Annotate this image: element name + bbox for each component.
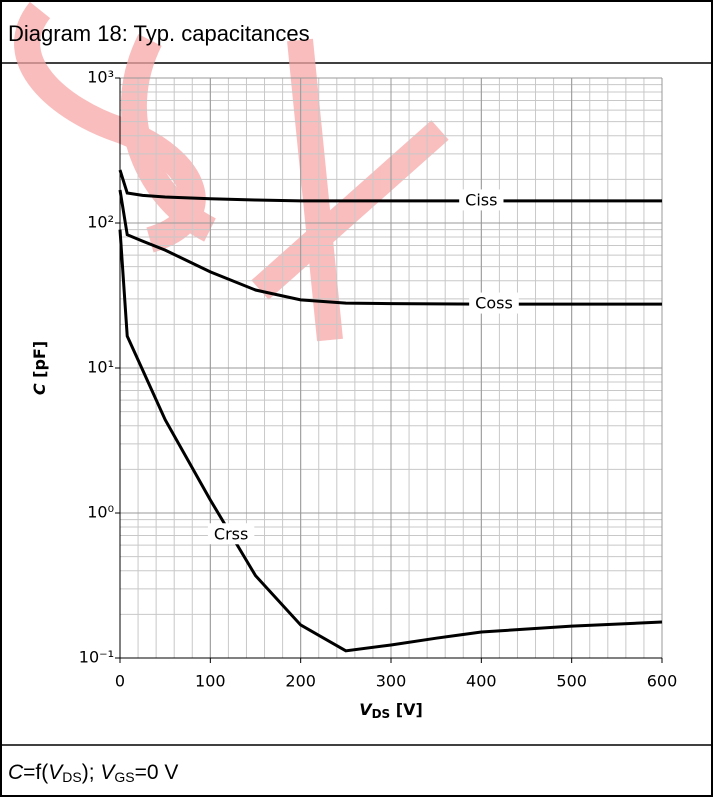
x-axis-label: VDS [V] (359, 700, 423, 721)
y-tick-label: 10⁰ (87, 503, 114, 522)
footer-part: ); (82, 761, 101, 784)
footer-part: =0 V (135, 761, 179, 784)
series-label: Coss (475, 294, 513, 313)
x-tick-label: 400 (466, 672, 497, 691)
x-tick-label: 600 (647, 672, 678, 691)
watermark (14, 1, 449, 342)
y-tick-label: 10³ (87, 68, 114, 87)
series-label-bg (469, 292, 519, 314)
y-label-symbol: C (30, 383, 49, 395)
footer-part: DS (62, 769, 81, 785)
y-axis-label: C [pF] (30, 341, 49, 395)
x-tick-label: 200 (285, 672, 316, 691)
series-label-bg (207, 523, 255, 545)
footer-part: GS (114, 769, 134, 785)
x-label-symbol: V (359, 700, 373, 719)
x-tick-label: 0 (115, 672, 125, 691)
footer-part: V (48, 761, 64, 784)
series-line (118, 229, 663, 653)
y-tick-label: 10¹ (87, 358, 114, 377)
y-tick-label: 10² (87, 213, 114, 232)
x-label-sub: DS (372, 707, 391, 721)
footer-part: V (100, 761, 116, 784)
series-label: Ciss (465, 190, 497, 209)
y-tick-label: 10⁻¹ (79, 648, 114, 667)
footer-part: C (8, 761, 24, 784)
x-tick-label: 500 (556, 672, 587, 691)
chart-title: Diagram 18: Typ. capacitances (8, 21, 310, 46)
x-label-unit: [V] (390, 700, 423, 719)
x-tick-label: 100 (195, 672, 226, 691)
series-label-bg (459, 189, 504, 211)
x-tick-label: 300 (376, 672, 407, 691)
series-label: Crss (214, 524, 248, 543)
y-label-unit: [pF] (30, 341, 49, 384)
footer: C=f(VDS); VGS=0 V (8, 761, 178, 785)
footer-part: =f( (23, 761, 48, 784)
